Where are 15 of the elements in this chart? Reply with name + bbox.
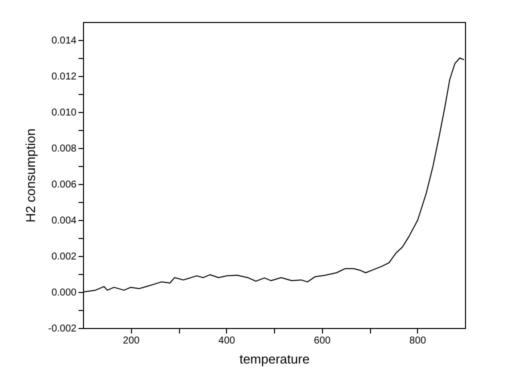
x-tick-label: 600: [314, 336, 332, 346]
y-tick-label: 0.008: [51, 144, 77, 154]
y-tick-label: -0.002: [48, 324, 77, 334]
y-axis-title: H2 consumption: [23, 128, 38, 222]
y-tick-label: 0.000: [51, 288, 77, 298]
x-axis-title: temperature: [239, 352, 310, 366]
y-tick-label: 0.002: [51, 252, 77, 262]
y-tick-label: 0.012: [51, 72, 77, 82]
y-tick-label: 0.006: [51, 180, 77, 190]
x-tick-label: 200: [122, 336, 140, 346]
y-tick-label: 0.014: [51, 36, 77, 46]
x-tick-label: 400: [218, 336, 236, 346]
y-tick-label: 0.004: [51, 216, 77, 226]
y-tick-label: 0.010: [51, 108, 77, 118]
x-tick-label: 800: [409, 336, 427, 346]
